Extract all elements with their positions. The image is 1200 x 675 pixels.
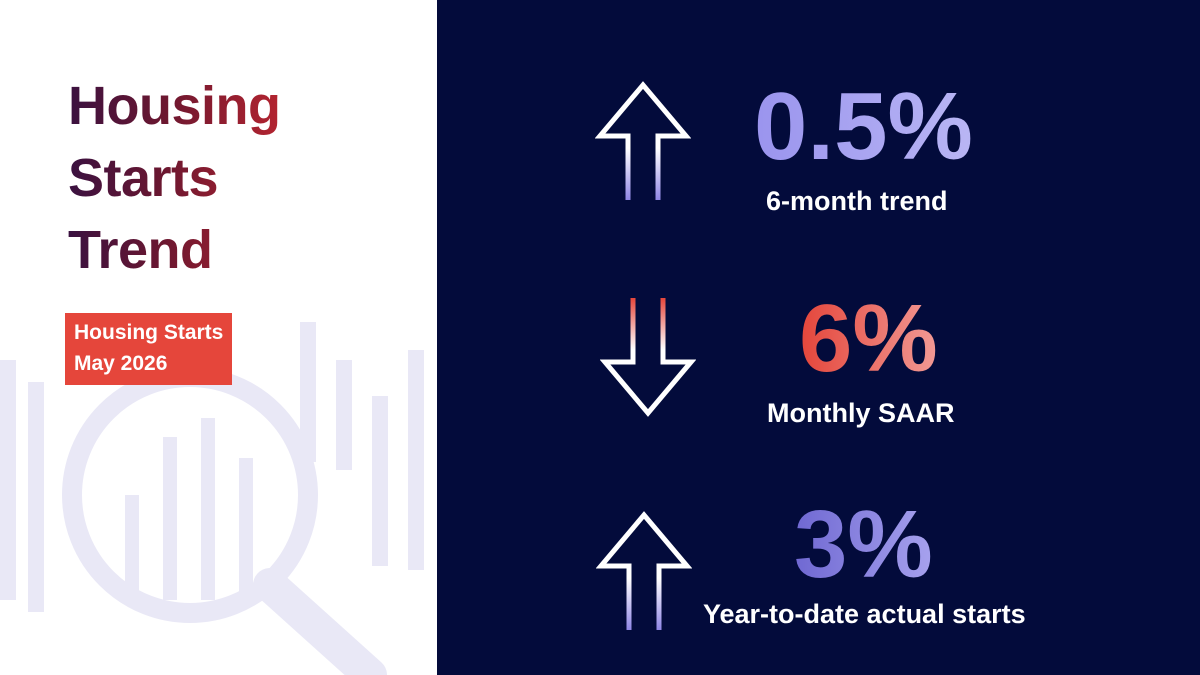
metric-label-ytd: Year-to-date actual starts <box>703 599 1026 629</box>
metric-value-ytd: 3% <box>794 491 933 598</box>
arrow-down-icon <box>600 298 696 417</box>
page-title: Housing Starts Trend <box>68 70 280 286</box>
metric-label-six-month: 6-month trend <box>766 186 948 216</box>
arrow-up-icon <box>595 81 691 200</box>
metric-value-six-month: 0.5% <box>754 73 973 180</box>
tag-line-2: May 2026 <box>74 352 168 375</box>
metric-label-monthly: Monthly SAAR <box>767 398 955 428</box>
arrow-up-icon <box>596 511 692 630</box>
title-line: Starts <box>68 148 219 208</box>
date-tag: Housing Starts May 2026 <box>65 313 233 385</box>
tag-line-1: Housing Starts <box>74 321 224 344</box>
metric-value-monthly: 6% <box>799 285 938 392</box>
left-panel: Housing Starts Trend Housing Starts May … <box>0 0 437 675</box>
title-line: Trend <box>68 220 213 280</box>
title-line: Housing <box>68 76 281 136</box>
metrics-panel: 0.5% 6-month trend 6% Monthly SAAR 3% Ye… <box>437 0 1200 675</box>
notch-shape <box>437 0 467 675</box>
